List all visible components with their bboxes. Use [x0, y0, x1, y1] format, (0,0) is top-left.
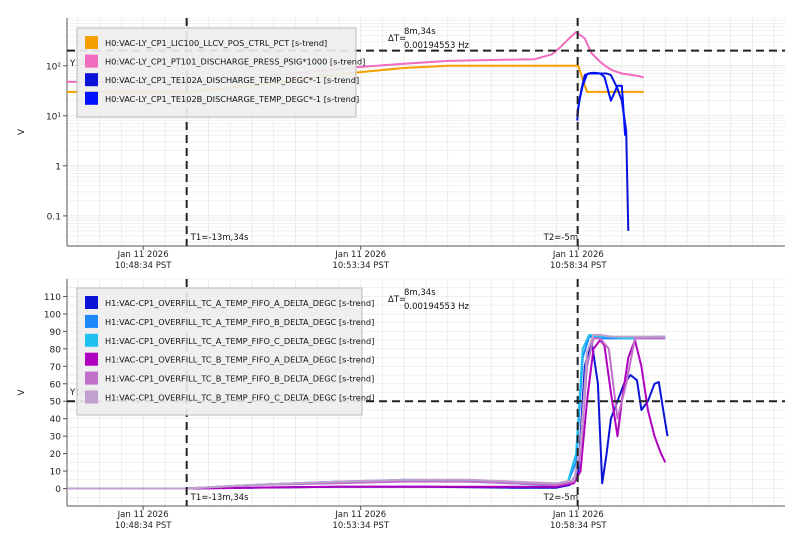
x-tick-label: Jan 11 2026	[334, 510, 386, 520]
legend-entry: H0:VAC-LY_CP1_PT101_DISCHARGE_PRESS_PSIG…	[105, 57, 365, 67]
legend-swatch	[85, 296, 98, 309]
legend-swatch	[85, 54, 98, 68]
legend: H1:VAC-CP1_OVERFILL_TC_A_TEMP_FIFO_A_DEL…	[76, 287, 374, 416]
y-tick-label: 30	[50, 433, 62, 443]
cursor-label-1: T1=-13m,34s	[190, 233, 249, 243]
legend-entry: H1:VAC-CP1_OVERFILL_TC_A_TEMP_FIFO_C_DEL…	[105, 336, 374, 346]
legend-swatch	[85, 352, 98, 366]
x-tick-label: 10:58:34 PST	[550, 261, 607, 271]
cursor-label-2: T2=-5m	[543, 233, 578, 243]
x-tick-label: Jan 11 2026	[552, 250, 604, 260]
y-axis-label: V	[17, 128, 27, 135]
delta-period: 8m,34s	[404, 27, 436, 37]
delta-label: ΔT=	[388, 34, 406, 44]
cursor-label-2: T2=-5m	[543, 493, 578, 503]
y-tick-label: 100	[44, 310, 61, 320]
legend-box	[76, 287, 363, 416]
y-tick-label: 70	[50, 363, 62, 373]
legend-entry: H1:VAC-CP1_OVERFILL_TC_A_TEMP_FIFO_A_DEL…	[105, 298, 374, 308]
y-tick-label: 40	[50, 415, 62, 425]
legend-entry: H1:VAC-CP1_OVERFILL_TC_A_TEMP_FIFO_B_DEL…	[105, 317, 374, 327]
y-tick-label: 80	[50, 345, 62, 355]
y-tick-label: 10²	[46, 62, 61, 72]
legend-swatch	[85, 333, 98, 347]
legend-entry: H0:VAC-LY_CP1_TE102B_DISCHARGE_TEMP_DEGC…	[105, 94, 359, 104]
series-group	[67, 333, 669, 490]
x-tick-label: 10:53:34 PST	[332, 261, 389, 271]
legend-entry: H1:VAC-CP1_OVERFILL_TC_B_TEMP_FIFO_C_DEL…	[105, 393, 374, 403]
legend-entry: H0:VAC-LY_CP1_LIC100_LLCV_POS_CTRL_PCT […	[105, 38, 327, 48]
y-tick-label: 10¹	[46, 112, 61, 122]
y-tick-label: 60	[50, 380, 62, 390]
x-tick-label: Jan 11 2026	[117, 510, 169, 520]
delta-frequency: 0.00194553 Hz	[404, 41, 469, 51]
legend-swatch	[85, 91, 98, 105]
legend-swatch	[85, 36, 98, 49]
y-tick-label: 50	[50, 398, 62, 408]
y-axis-label: V	[17, 389, 27, 396]
y-tick-label: 0	[55, 485, 61, 495]
x-tick-label: Jan 11 2026	[117, 250, 169, 260]
x-tick-label: 10:48:34 PST	[115, 261, 172, 271]
series-line-4	[67, 339, 667, 490]
delta-period: 8m,34s	[404, 288, 436, 298]
series-line-4	[576, 71, 627, 136]
legend-box	[76, 27, 357, 118]
delta-frequency: 0.00194553 Hz	[404, 302, 469, 312]
x-tick-label: Jan 11 2026	[334, 250, 386, 260]
series-line-6	[67, 333, 666, 490]
legend-swatch	[85, 390, 98, 404]
y-tick-label: 90	[50, 328, 62, 338]
y-tick-label: 0.1	[47, 212, 61, 222]
legend: H0:VAC-LY_CP1_LIC100_LLCV_POS_CTRL_PCT […	[76, 27, 365, 118]
legend-entry: H1:VAC-CP1_OVERFILL_TC_B_TEMP_FIFO_A_DEL…	[105, 355, 374, 365]
legend-entry: H0:VAC-LY_CP1_TE102A_DISCHARGE_TEMP_DEGC…	[105, 75, 359, 85]
cursor-label-1: T1=-13m,34s	[190, 493, 249, 503]
legend-swatch	[85, 371, 98, 385]
x-tick-label: Jan 11 2026	[552, 510, 604, 520]
x-tick-label: 10:53:34 PST	[332, 521, 389, 531]
x-tick-label: 10:48:34 PST	[115, 521, 172, 531]
delta-label: ΔT=	[388, 295, 406, 305]
y-tick-label: 20	[50, 450, 62, 460]
series-line-3	[576, 72, 630, 231]
y-tick-label: 1	[55, 162, 61, 172]
y-tick-label: 10	[50, 468, 62, 478]
legend-swatch	[85, 73, 98, 87]
legend-entry: H1:VAC-CP1_OVERFILL_TC_B_TEMP_FIFO_B_DEL…	[105, 374, 374, 384]
legend-swatch	[85, 314, 98, 328]
y-tick-label: 110	[44, 293, 61, 303]
x-tick-label: 10:58:34 PST	[550, 521, 607, 531]
